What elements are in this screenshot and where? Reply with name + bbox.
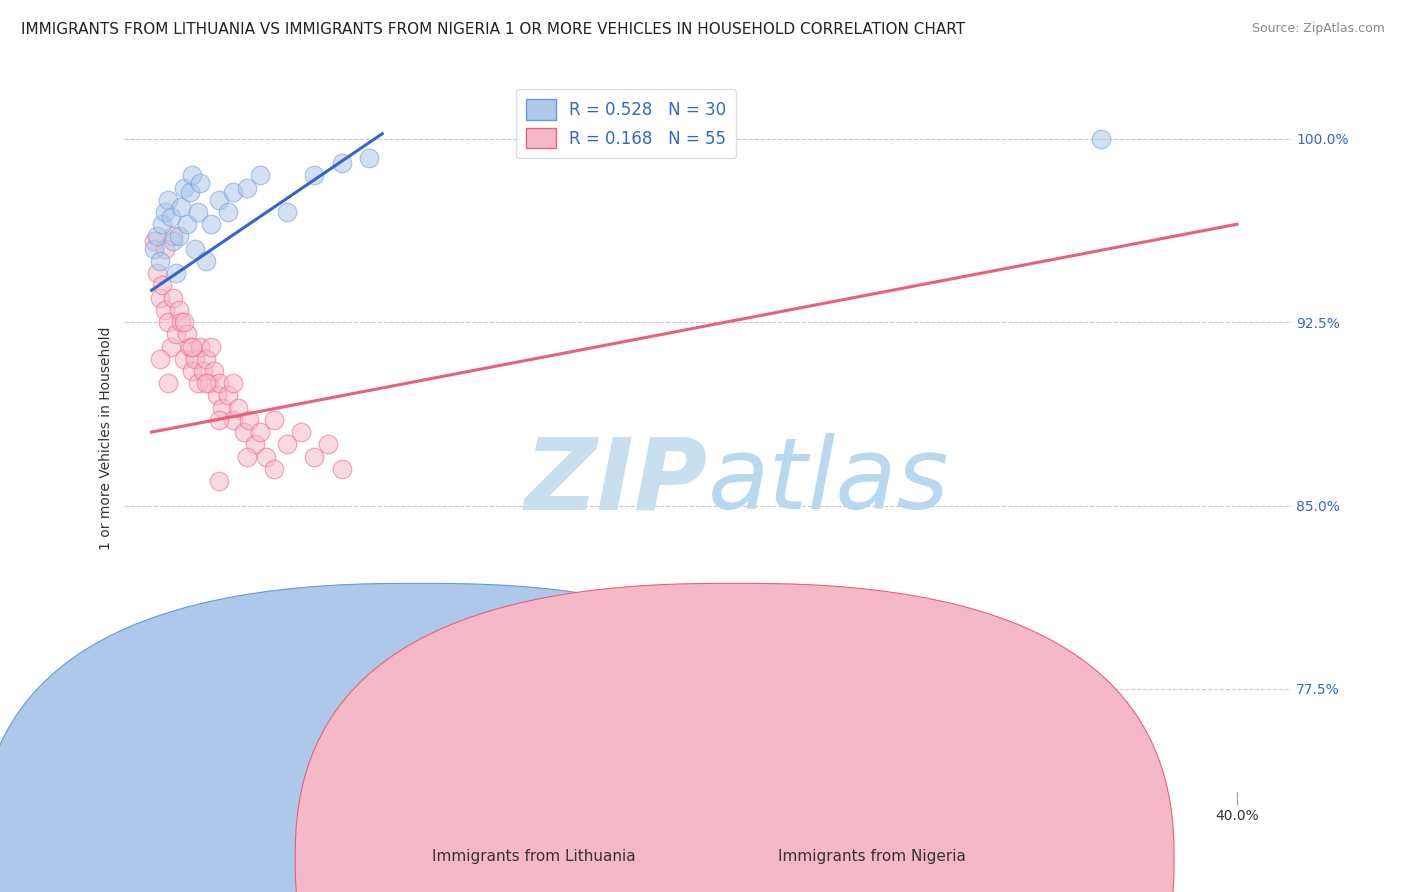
Text: ZIP: ZIP [524, 433, 707, 530]
Point [156, 193, 179, 207]
Point [152, 217, 174, 231]
Point [235, 450, 257, 464]
Legend: R = 0.528   N = 30, R = 0.168   N = 55: R = 0.528 N = 30, R = 0.168 N = 55 [516, 89, 737, 159]
Point [156, 376, 179, 391]
Point [143, 242, 166, 256]
Point [190, 339, 212, 353]
Point [156, 315, 179, 329]
Point [211, 401, 233, 415]
Point [146, 229, 169, 244]
Point [143, 235, 166, 249]
Point [200, 217, 222, 231]
Point [181, 339, 204, 353]
Point [153, 205, 176, 219]
Point [173, 315, 195, 329]
Point [152, 278, 174, 293]
Point [1090, 131, 1112, 145]
Point [194, 376, 217, 391]
Point [179, 339, 201, 353]
Point [222, 413, 245, 427]
Point [146, 266, 169, 280]
Point [873, 719, 896, 733]
Point [153, 242, 176, 256]
Point [176, 327, 198, 342]
Y-axis label: 1 or more Vehicles in Household: 1 or more Vehicles in Household [100, 326, 114, 550]
Point [149, 253, 172, 268]
Point [194, 351, 217, 366]
Text: IMMIGRANTS FROM LITHUANIA VS IMMIGRANTS FROM NIGERIA 1 OR MORE VEHICLES IN HOUSE: IMMIGRANTS FROM LITHUANIA VS IMMIGRANTS … [21, 22, 965, 37]
Text: Immigrants from Nigeria: Immigrants from Nigeria [778, 849, 966, 863]
Point [170, 315, 193, 329]
Point [153, 302, 176, 317]
Point [184, 351, 207, 366]
Point [173, 351, 195, 366]
Point [149, 291, 172, 305]
Point [304, 169, 326, 183]
Point [249, 169, 271, 183]
Point [194, 253, 217, 268]
Point [357, 151, 380, 165]
Point [176, 217, 198, 231]
Point [208, 193, 231, 207]
Point [202, 364, 225, 378]
Point [208, 474, 231, 488]
Point [304, 450, 326, 464]
Point [238, 413, 260, 427]
Point [181, 364, 204, 378]
Point [683, 608, 706, 623]
Point [228, 401, 250, 415]
Point [173, 180, 195, 194]
Point [928, 756, 950, 770]
Text: Source: ZipAtlas.com: Source: ZipAtlas.com [1251, 22, 1385, 36]
Point [179, 186, 201, 200]
Point [181, 169, 204, 183]
Point [276, 437, 298, 451]
Point [330, 462, 353, 476]
Point [162, 235, 184, 249]
Point [217, 205, 239, 219]
Point [290, 425, 312, 439]
Point [263, 462, 285, 476]
Point [222, 376, 245, 391]
Point [263, 413, 285, 427]
Point [197, 376, 219, 391]
Point [200, 339, 222, 353]
Point [243, 437, 266, 451]
Text: Immigrants from Lithuania: Immigrants from Lithuania [433, 849, 636, 863]
Point [187, 205, 209, 219]
Point [191, 364, 214, 378]
Point [184, 242, 207, 256]
Point [232, 425, 254, 439]
Point [170, 200, 193, 214]
Point [165, 327, 187, 342]
Point [208, 376, 231, 391]
Point [316, 437, 339, 451]
Point [162, 291, 184, 305]
Point [222, 186, 245, 200]
Point [159, 210, 181, 224]
Point [149, 351, 172, 366]
Point [167, 229, 190, 244]
Point [330, 156, 353, 170]
Point [235, 180, 257, 194]
Point [205, 388, 228, 402]
Point [159, 339, 181, 353]
Point [165, 266, 187, 280]
Point [254, 450, 277, 464]
Point [276, 205, 298, 219]
Point [162, 229, 184, 244]
Point [190, 176, 212, 190]
Point [249, 425, 271, 439]
Point [187, 376, 209, 391]
Text: atlas: atlas [707, 433, 949, 530]
Point [208, 413, 231, 427]
Point [217, 388, 239, 402]
Point [167, 302, 190, 317]
